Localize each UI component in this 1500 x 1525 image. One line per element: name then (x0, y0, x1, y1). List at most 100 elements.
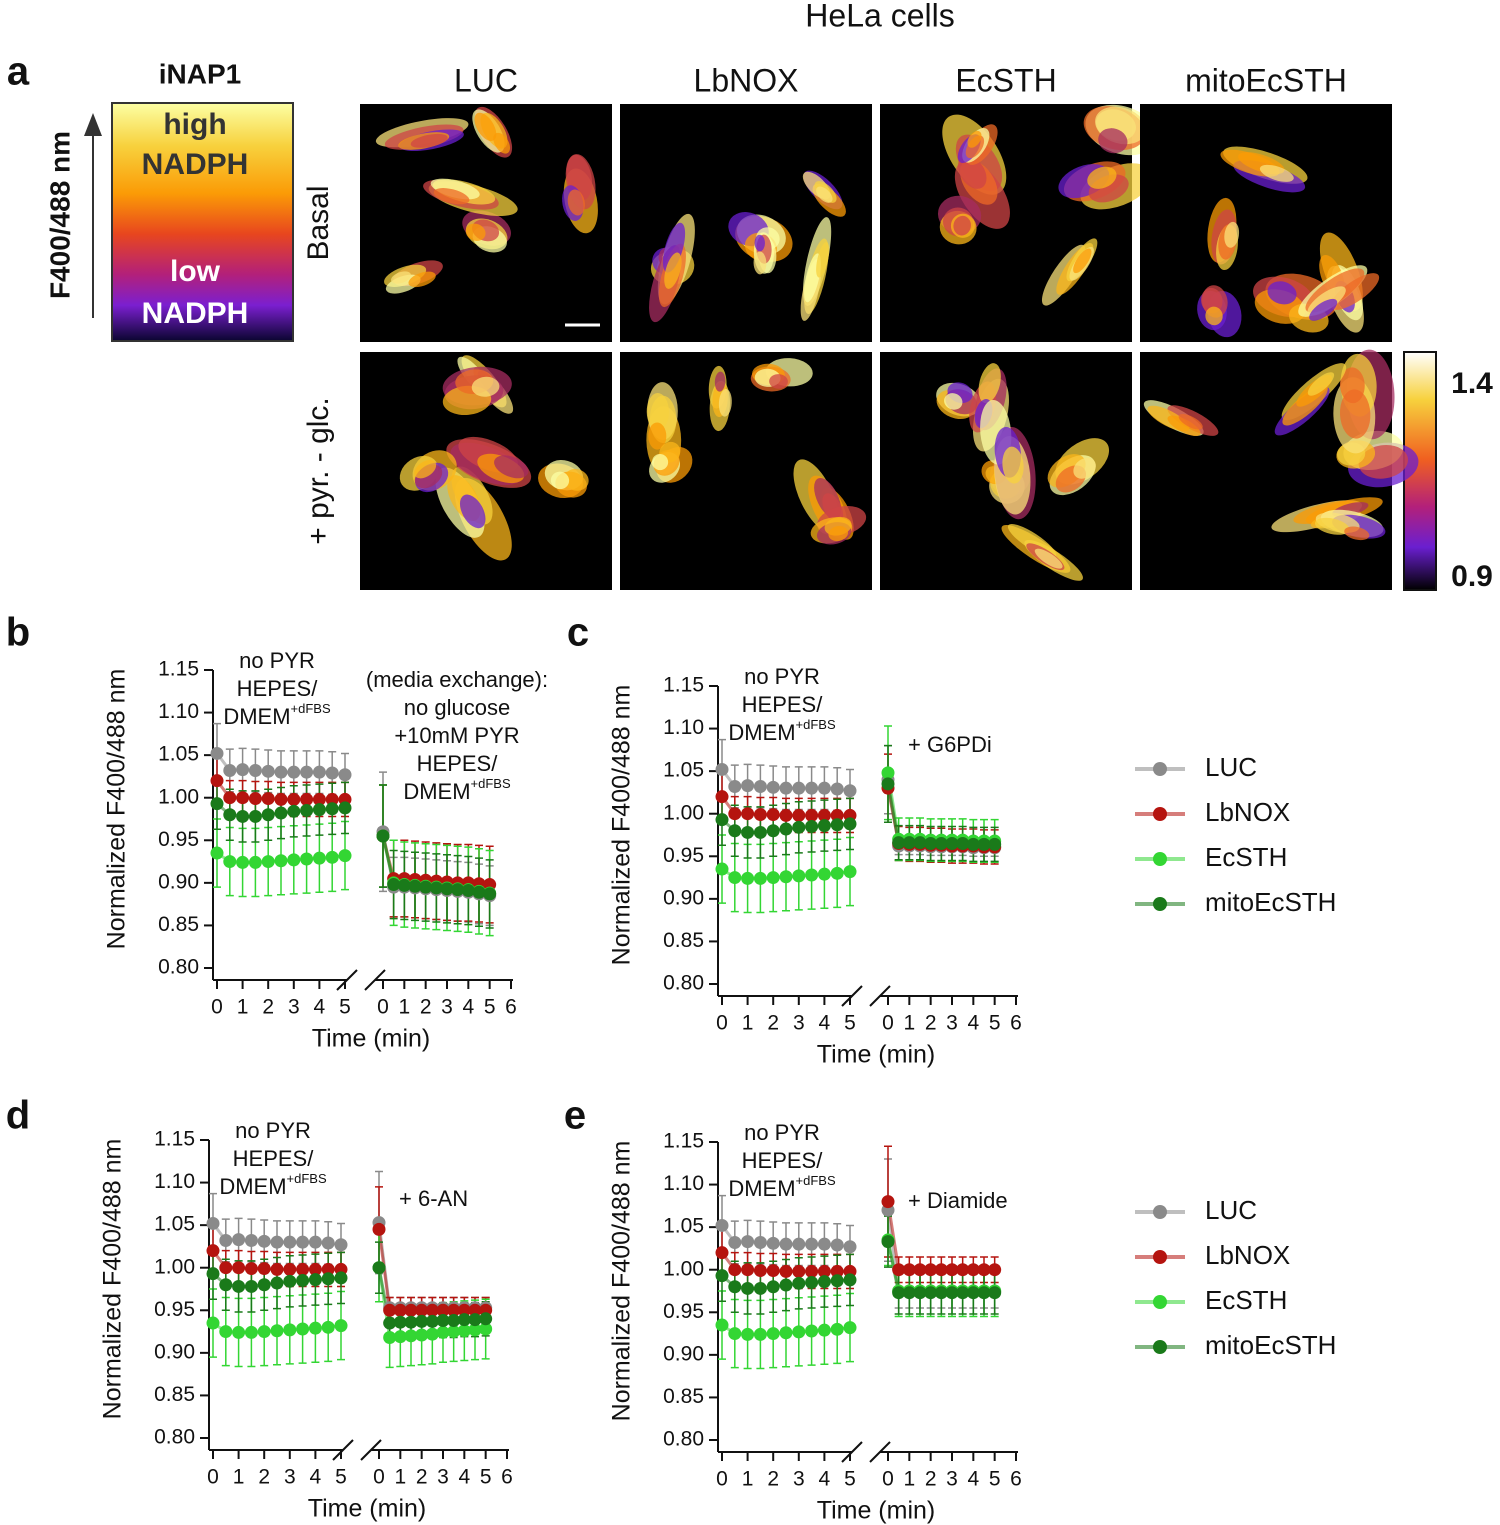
data-point (457, 1324, 471, 1338)
data-point (817, 1237, 831, 1251)
data-point (728, 1235, 742, 1249)
data-point (261, 808, 275, 822)
cell (430, 178, 480, 200)
data-point (715, 1318, 729, 1332)
data-point (715, 1269, 729, 1283)
data-point (321, 1262, 335, 1276)
cell (408, 271, 436, 288)
y-tick-label: 0.95 (663, 1300, 704, 1323)
data-point (779, 870, 793, 884)
data-point (741, 825, 755, 839)
data-point (248, 809, 262, 823)
data-point (715, 790, 729, 804)
data-point (792, 869, 806, 883)
x-tick-label: 3 (946, 1468, 958, 1491)
data-point (219, 1325, 233, 1339)
data-point (913, 836, 927, 850)
data-point (468, 1313, 482, 1327)
data-point (945, 1263, 959, 1277)
data-point (415, 1328, 429, 1342)
data-point (792, 1237, 806, 1251)
column-label: mitoEcSTH (1185, 62, 1347, 98)
x-tick-label: 0 (716, 1012, 728, 1035)
x-tick-label: 2 (416, 1466, 428, 1489)
annotation: + G6PDi (908, 732, 992, 757)
x-axis-label: Time (min) (817, 1497, 936, 1525)
annotation: (media exchange): (366, 667, 548, 692)
cell (1167, 415, 1201, 437)
data-point (830, 866, 844, 880)
cell (753, 251, 767, 275)
cell (1205, 306, 1223, 326)
data-point (325, 792, 339, 806)
data-point (830, 782, 844, 796)
x-tick-label: 1 (903, 1468, 915, 1491)
data-point (741, 807, 755, 821)
cell (816, 241, 830, 278)
annotation-text: DMEM (728, 1176, 795, 1201)
data-point (244, 1262, 258, 1276)
data-point (779, 1326, 793, 1340)
y-tick-label: 0.95 (154, 1298, 195, 1321)
panel-label: b (6, 611, 30, 655)
column-label: LbNOX (694, 62, 799, 98)
figure-title: HeLa cells (805, 0, 954, 33)
data-point (881, 777, 895, 791)
x-tick-label: 3 (793, 1468, 805, 1491)
data-point (257, 1278, 271, 1292)
data-point (404, 1315, 418, 1329)
data-point (805, 868, 819, 882)
annotation-sup: +dFBS (287, 1171, 327, 1186)
data-point (321, 1272, 335, 1286)
data-point (753, 825, 767, 839)
cell (1034, 548, 1063, 569)
data-point (924, 837, 938, 851)
data-point (425, 1327, 439, 1341)
data-point (223, 808, 237, 822)
data-point (468, 1303, 482, 1317)
data-point (287, 804, 301, 818)
x-tick-label: 3 (288, 996, 300, 1019)
annotation-text: no PYR (239, 648, 315, 673)
x-tick-label: 4 (458, 1466, 470, 1489)
data-point (248, 855, 262, 869)
data-point (966, 1263, 980, 1277)
data-point (308, 1273, 322, 1287)
annotation: + Diamide (908, 1188, 1008, 1213)
data-point (753, 779, 767, 793)
data-point (988, 1263, 1002, 1277)
data-point (236, 763, 250, 777)
x-tick-label: 3 (437, 1466, 449, 1489)
data-point (325, 802, 339, 816)
annotation: HEPES/ (233, 1146, 315, 1171)
low-label: NADPH (142, 297, 249, 330)
data-point (457, 1303, 471, 1317)
cell (1307, 372, 1335, 396)
x-tick-label: 5 (989, 1468, 1001, 1491)
annotation-text: no PYR (744, 664, 820, 689)
x-tick-label: 4 (967, 1468, 979, 1491)
data-point (447, 1325, 461, 1339)
data-point (741, 1327, 755, 1341)
data-point (966, 1286, 980, 1300)
series-line (377, 1222, 486, 1310)
data-point (325, 850, 339, 864)
data-point (479, 1312, 493, 1326)
data-point (236, 809, 250, 823)
panel-label: a (7, 50, 30, 94)
cell (648, 422, 667, 450)
y-tick-label: 1.15 (154, 1128, 195, 1151)
data-point (312, 765, 326, 779)
annotation: DMEM+dFBS (403, 776, 511, 803)
data-point (792, 1325, 806, 1339)
data-point (881, 1235, 895, 1249)
annotation: DMEM+dFBS (223, 701, 331, 728)
data-point (206, 1244, 220, 1258)
x-tick-label: 2 (262, 996, 274, 1019)
data-point (334, 1319, 348, 1333)
y-axis-label: Normalized F400/488 nm (608, 1141, 636, 1422)
data-point (270, 1235, 284, 1249)
cell (414, 460, 437, 479)
y-tick-label: 1.05 (663, 759, 704, 782)
data-point (223, 855, 237, 869)
